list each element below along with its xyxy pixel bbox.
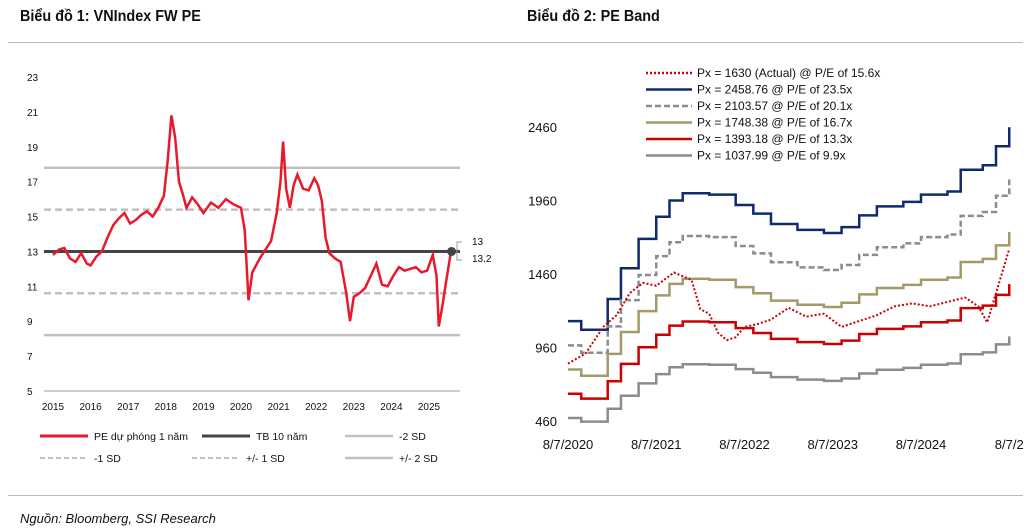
legend-label: -2 SD bbox=[399, 431, 426, 443]
y-tick-label: 1960 bbox=[528, 194, 557, 209]
x-tick-label: 2020 bbox=[230, 402, 253, 413]
x-tick-label: 2018 bbox=[155, 402, 178, 413]
end-label-latest: 13.2 bbox=[472, 254, 492, 265]
x-tick-label: 2019 bbox=[192, 402, 215, 413]
bottom-divider bbox=[8, 495, 1023, 496]
x-tick-label: 2022 bbox=[305, 402, 328, 413]
pe-band-line bbox=[568, 179, 1011, 354]
pe-band-line bbox=[568, 336, 1011, 423]
pe-band-line bbox=[568, 231, 1011, 377]
last-point-marker bbox=[447, 246, 457, 256]
legend-label: PE dự phóng 1 năm bbox=[94, 431, 188, 443]
y-tick-label: 11 bbox=[27, 282, 38, 293]
actual-price-line bbox=[567, 248, 1011, 365]
legend-label: +/- 1 SD bbox=[246, 453, 285, 465]
x-tick-label: 2023 bbox=[343, 402, 366, 413]
legend-label: +/- 2 SD bbox=[399, 453, 438, 465]
x-tick-label: 8/7/2024 bbox=[896, 437, 947, 452]
y-tick-label: 960 bbox=[535, 341, 557, 356]
pe-band-line bbox=[568, 284, 1011, 400]
legend-label: -1 SD bbox=[94, 453, 121, 465]
pe-forward-line bbox=[52, 115, 453, 327]
chart1-title: Biểu đồ 1: VNIndex FW PE bbox=[20, 8, 201, 25]
legend-label: Px = 2458.76 @ P/E of 23.5x bbox=[697, 83, 852, 97]
x-tick-label: 2025 bbox=[418, 402, 441, 413]
y-tick-label: 15 bbox=[27, 213, 39, 224]
legend-label: Px = 1393.18 @ P/E of 13.3x bbox=[697, 132, 852, 146]
y-tick-label: 13 bbox=[27, 247, 39, 258]
x-tick-label: 8/7/2023 bbox=[807, 437, 858, 452]
x-tick-label: 8/7/2 bbox=[995, 437, 1024, 452]
y-tick-label: 17 bbox=[27, 178, 39, 189]
x-tick-label: 2021 bbox=[267, 402, 290, 413]
y-tick-label: 2460 bbox=[528, 120, 557, 135]
y-tick-label: 19 bbox=[27, 143, 39, 154]
source-note: Nguồn: Bloomberg, SSI Research bbox=[20, 511, 216, 526]
x-tick-label: 2024 bbox=[380, 402, 403, 413]
legend-label: Px = 1748.38 @ P/E of 16.7x bbox=[697, 116, 852, 130]
y-tick-label: 23 bbox=[27, 73, 39, 84]
x-tick-label: 8/7/2021 bbox=[631, 437, 682, 452]
legend-label: Px = 1037.99 @ P/E of 9.9x bbox=[697, 149, 846, 163]
top-divider bbox=[8, 42, 1023, 43]
y-tick-label: 7 bbox=[27, 352, 33, 363]
y-tick-label: 21 bbox=[27, 108, 39, 119]
legend-label: Px = 1630 (Actual) @ P/E of 15.6x bbox=[697, 66, 880, 80]
x-tick-label: 2016 bbox=[79, 402, 102, 413]
y-tick-label: 1460 bbox=[528, 267, 557, 282]
legend-label: Px = 2103.57 @ P/E of 20.1x bbox=[697, 99, 852, 113]
end-label-bracket bbox=[456, 241, 462, 261]
x-tick-label: 8/7/2020 bbox=[543, 437, 594, 452]
y-tick-label: 5 bbox=[27, 387, 33, 398]
y-tick-label: 9 bbox=[27, 317, 33, 328]
y-tick-label: 460 bbox=[535, 414, 557, 429]
x-tick-label: 2015 bbox=[42, 402, 65, 413]
pe-band-line bbox=[568, 127, 1011, 331]
legend-label: TB 10 năm bbox=[256, 431, 308, 443]
x-tick-label: 2017 bbox=[117, 402, 140, 413]
chart2-title: Biểu đồ 2: PE Band bbox=[527, 8, 660, 25]
end-label-average: 13 bbox=[472, 237, 484, 248]
x-tick-label: 8/7/2022 bbox=[719, 437, 770, 452]
